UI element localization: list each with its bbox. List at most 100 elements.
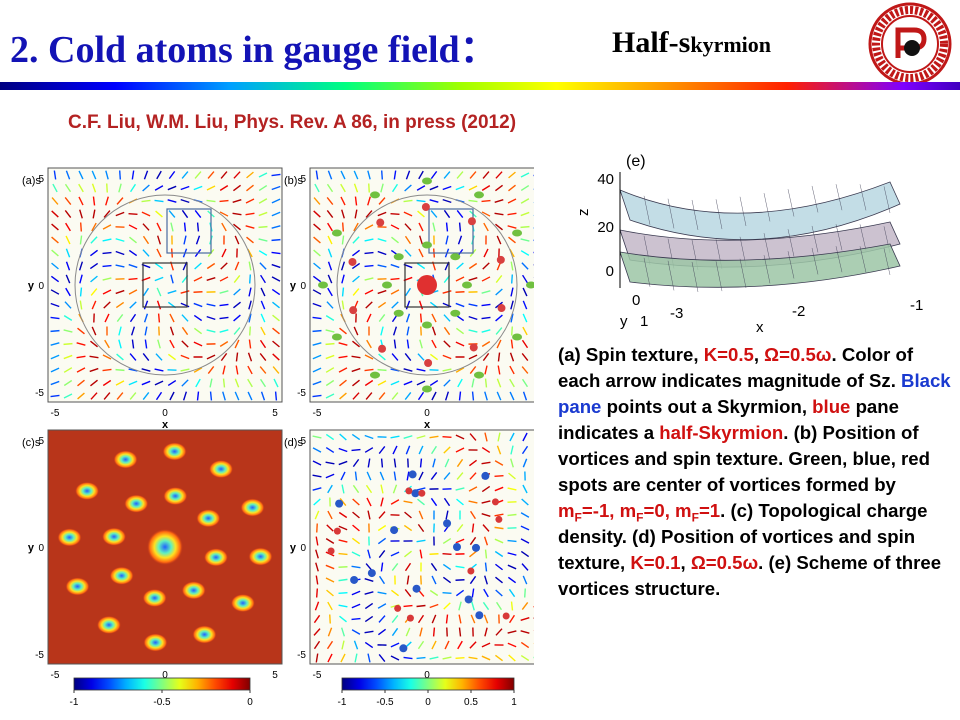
spin-arrow <box>102 379 112 387</box>
spin-arrow <box>469 575 477 585</box>
spin-arrow <box>510 445 514 455</box>
spin-arrow <box>51 249 59 257</box>
spin-arrow <box>416 435 426 439</box>
spin-arrow <box>495 589 503 597</box>
spin-arrow <box>442 553 452 555</box>
spin-arrow <box>484 378 488 388</box>
spin-arrow <box>312 474 322 478</box>
red-vortex-spot <box>495 515 503 523</box>
spin-arrow <box>181 314 189 322</box>
spin-arrow <box>391 236 399 244</box>
spin-arrow <box>455 447 465 453</box>
spin-arrow <box>64 183 72 193</box>
spin-arrow <box>352 379 360 387</box>
blue-vortex-spot <box>475 611 484 620</box>
spin-arrow <box>245 225 255 229</box>
z-tick-label: 0 <box>606 263 614 280</box>
spin-arrow <box>272 314 280 322</box>
spin-arrow <box>339 379 347 387</box>
spin-arrow <box>142 287 150 297</box>
spin-arrow <box>219 211 229 217</box>
panel-label: (e) <box>626 153 646 170</box>
spin-arrow <box>325 538 335 544</box>
spin-arrow <box>232 212 242 216</box>
spin-arrow <box>340 627 346 637</box>
spin-arrow <box>118 326 122 336</box>
spin-arrow <box>495 576 503 584</box>
colorbar-tick-label: 0 <box>425 697 431 708</box>
green-vortex-spot <box>474 371 484 379</box>
spin-arrow <box>116 197 124 205</box>
spin-arrow <box>380 183 384 193</box>
red-vortex-spot <box>491 498 499 506</box>
spin-arrow <box>417 498 425 506</box>
spin-arrow <box>522 326 528 336</box>
green-vortex-spot <box>450 309 461 317</box>
spin-arrow <box>313 628 321 636</box>
spin-arrow <box>403 380 413 386</box>
spin-arrow <box>312 487 322 491</box>
spin-arrows <box>312 170 534 401</box>
panel-label: (d)s <box>284 437 303 449</box>
spin-arrow <box>195 378 201 388</box>
spin-arrow <box>377 238 387 242</box>
spin-arrow <box>51 210 59 218</box>
spin-arrow <box>141 199 151 203</box>
spin-arrow <box>481 316 491 320</box>
spin-arrow <box>443 472 451 480</box>
spin-arrow <box>91 170 97 180</box>
spin-arrow <box>444 640 450 650</box>
charge-spot <box>181 581 206 600</box>
spin-arrow <box>418 471 424 481</box>
green-vortex-spot <box>382 281 392 289</box>
x-axis-label: x <box>424 419 431 431</box>
spin-arrow <box>507 225 517 229</box>
spin-arrow <box>380 562 384 572</box>
spin-arrow <box>468 329 478 333</box>
spin-arrow <box>404 235 412 245</box>
bottom-surface <box>619 243 901 288</box>
spin-arrow <box>102 251 112 255</box>
spin-arrow <box>416 262 426 270</box>
spin-arrow <box>193 367 203 373</box>
y-axis-label: y <box>28 542 35 554</box>
spin-arrow <box>520 184 530 192</box>
spin-arrow <box>326 183 334 193</box>
spin-arrow <box>494 460 504 466</box>
spin-arrow <box>455 565 465 569</box>
spin-arrow <box>430 170 438 180</box>
spin-arrow <box>340 261 346 271</box>
spin-arrow <box>90 392 98 400</box>
spin-arrow <box>368 183 370 193</box>
spin-arrow <box>429 199 439 203</box>
spin-arrow <box>118 183 122 193</box>
colorbar-tick-label: 0 <box>247 697 253 708</box>
spin-arrow <box>353 326 359 336</box>
spin-arrow <box>193 327 203 335</box>
spin-arrow <box>312 329 322 333</box>
spin-arrow <box>352 498 360 506</box>
spin-arrow <box>156 287 162 297</box>
y-tick-label: -5 <box>297 388 306 399</box>
spin-arrow <box>144 326 148 336</box>
x-tick-label: 5 <box>272 670 278 681</box>
spin-arrow <box>458 627 462 637</box>
spin-arrow <box>194 210 202 218</box>
spin-arrow <box>340 471 346 481</box>
spin-arrow <box>496 339 502 349</box>
spin-arrow <box>431 391 437 401</box>
spin-arrow <box>431 339 437 349</box>
spin-arrow <box>115 264 125 268</box>
spin-arrow <box>522 575 528 585</box>
spin-arrow <box>404 353 412 361</box>
spin-arrow <box>351 262 361 270</box>
spin-arrow <box>352 458 360 468</box>
spin-arrow <box>417 391 425 401</box>
spin-arrow <box>482 171 490 179</box>
spin-arrow <box>102 224 112 230</box>
spin-arrow <box>457 235 463 245</box>
colorbar-tick-label: -1 <box>70 697 79 708</box>
spin-arrow <box>247 378 253 388</box>
spin-arrow <box>380 326 384 336</box>
spin-arrow <box>429 656 439 660</box>
